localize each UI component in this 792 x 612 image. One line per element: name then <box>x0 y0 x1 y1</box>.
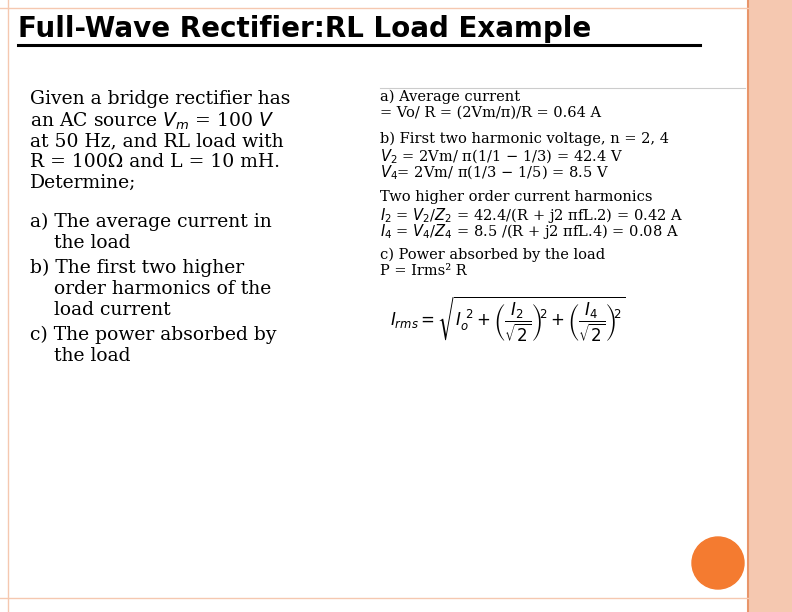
Text: c) Power absorbed by the load: c) Power absorbed by the load <box>380 248 605 263</box>
Bar <box>748 0 792 612</box>
Text: $I_4$ = $V_4$/$Z_4$ = 8.5 /(R + j2 πfL.4) = 0.08 A: $I_4$ = $V_4$/$Z_4$ = 8.5 /(R + j2 πfL.4… <box>380 222 679 241</box>
Text: Given a bridge rectifier has: Given a bridge rectifier has <box>30 90 291 108</box>
Text: P = Irms² R: P = Irms² R <box>380 264 466 278</box>
Text: c) The power absorbed by: c) The power absorbed by <box>30 326 276 344</box>
Text: $V_4$= 2Vm/ π(1/3 − 1/5) = 8.5 V: $V_4$= 2Vm/ π(1/3 − 1/5) = 8.5 V <box>380 164 609 182</box>
Text: Full-Wave Rectifier:RL Load Example: Full-Wave Rectifier:RL Load Example <box>18 15 592 43</box>
Text: a) Average current: a) Average current <box>380 90 520 105</box>
Text: b) First two harmonic voltage, n = 2, 4: b) First two harmonic voltage, n = 2, 4 <box>380 132 669 146</box>
Text: Determine;: Determine; <box>30 174 136 192</box>
Circle shape <box>692 537 744 589</box>
Text: at 50 Hz, and RL load with: at 50 Hz, and RL load with <box>30 132 284 150</box>
Text: b) The first two higher: b) The first two higher <box>30 259 244 277</box>
Text: the load: the load <box>30 347 131 365</box>
Text: R = 100Ω and L = 10 mH.: R = 100Ω and L = 10 mH. <box>30 153 280 171</box>
Text: $V_2$ = 2Vm/ π(1/1 − 1/3) = 42.4 V: $V_2$ = 2Vm/ π(1/1 − 1/3) = 42.4 V <box>380 148 623 166</box>
Text: = Vo/ R = (2Vm/π)/R = 0.64 A: = Vo/ R = (2Vm/π)/R = 0.64 A <box>380 106 601 120</box>
Text: order harmonics of the: order harmonics of the <box>30 280 271 298</box>
Text: an AC source $\mathit{V_m}$ = 100 $\mathit{V}$: an AC source $\mathit{V_m}$ = 100 $\math… <box>30 111 274 132</box>
Text: the load: the load <box>30 234 131 252</box>
Text: load current: load current <box>30 301 170 319</box>
Text: $I_{rms} = \sqrt{I_o^{\ 2} + \left(\dfrac{I_2}{\sqrt{2}}\right)^{\!\!2} + \left(: $I_{rms} = \sqrt{I_o^{\ 2} + \left(\dfra… <box>390 294 625 343</box>
Text: Two higher order current harmonics: Two higher order current harmonics <box>380 190 653 204</box>
Text: a) The average current in: a) The average current in <box>30 213 272 231</box>
Text: $I_2$ = $V_2$/$Z_2$ = 42.4/(R + j2 πfL.2) = 0.42 A: $I_2$ = $V_2$/$Z_2$ = 42.4/(R + j2 πfL.2… <box>380 206 683 225</box>
